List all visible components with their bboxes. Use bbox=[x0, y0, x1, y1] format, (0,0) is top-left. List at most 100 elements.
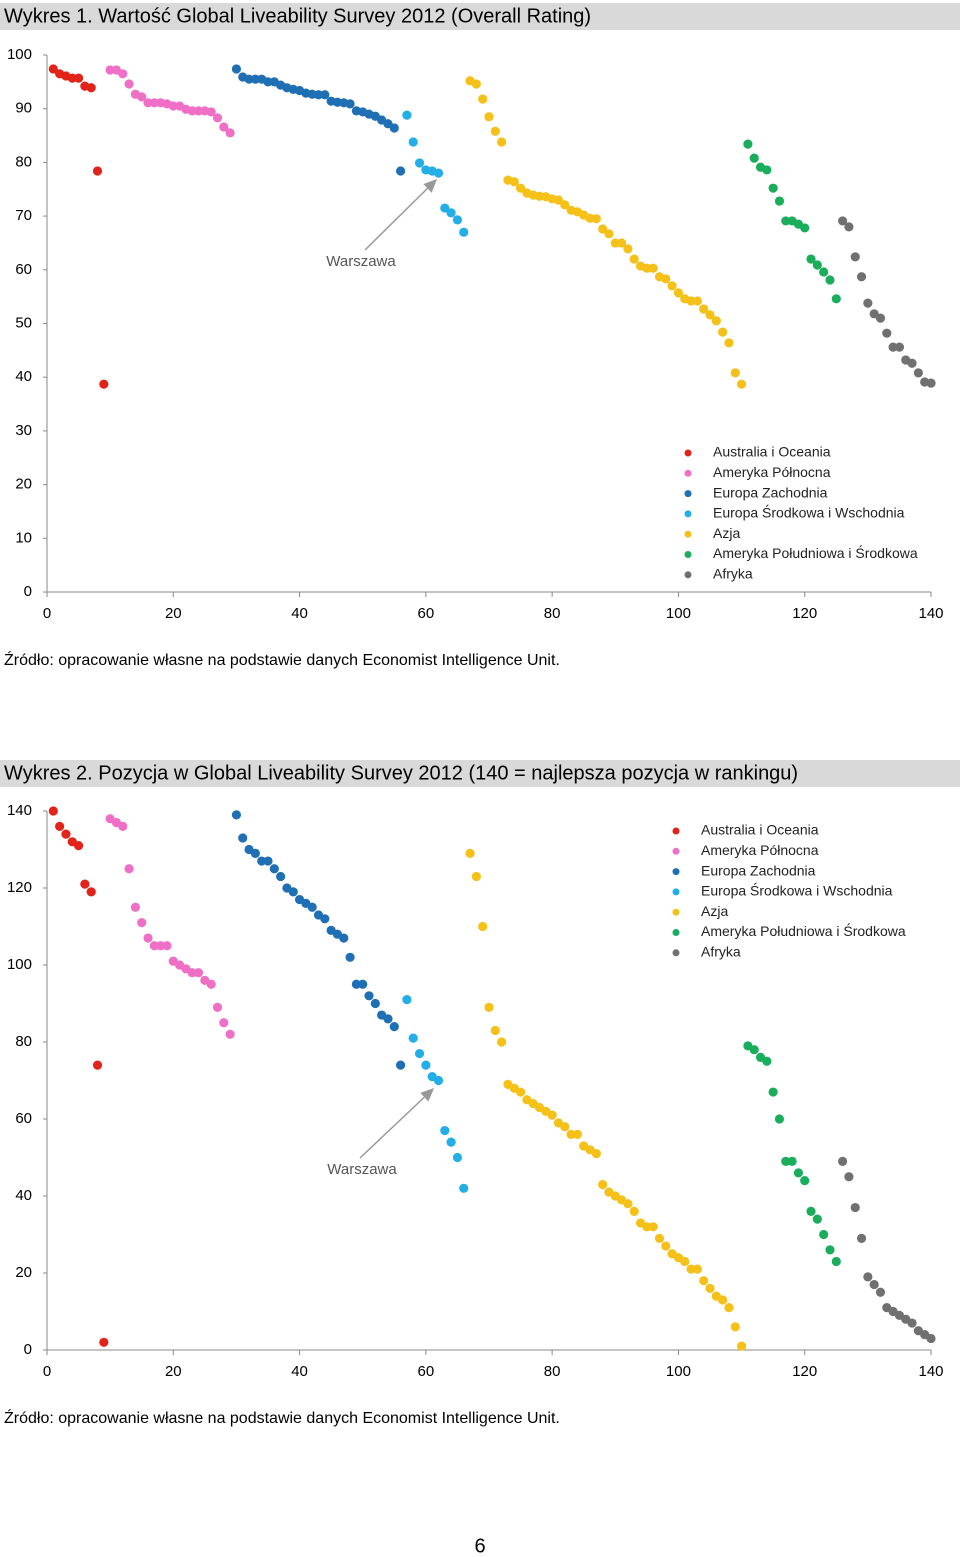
y-tick-label: 100 bbox=[7, 46, 32, 63]
data-point bbox=[591, 214, 601, 224]
y-tick-label: 80 bbox=[15, 1033, 32, 1050]
data-point bbox=[598, 1179, 608, 1190]
y-tick-label: 70 bbox=[15, 207, 32, 224]
data-point bbox=[124, 79, 134, 89]
data-point bbox=[774, 196, 785, 206]
data-point bbox=[623, 1199, 633, 1209]
data-point bbox=[446, 208, 456, 218]
data-point bbox=[86, 83, 96, 93]
y-tick-label: 20 bbox=[15, 1264, 32, 1281]
data-point bbox=[471, 79, 481, 89]
data-point bbox=[692, 296, 702, 306]
data-point bbox=[61, 829, 71, 839]
data-point bbox=[642, 1222, 652, 1232]
data-point bbox=[118, 821, 128, 832]
data-point bbox=[276, 871, 286, 882]
data-point bbox=[781, 1156, 791, 1166]
data-point bbox=[825, 275, 835, 285]
y-tick-label: 10 bbox=[15, 529, 32, 546]
data-point bbox=[402, 995, 412, 1005]
data-point bbox=[193, 106, 204, 116]
y-tick-label: 60 bbox=[15, 261, 32, 278]
data-point bbox=[831, 1256, 841, 1267]
y-tick-label: 40 bbox=[15, 1187, 32, 1204]
x-tick-label: 60 bbox=[418, 605, 435, 622]
data-point bbox=[231, 64, 242, 74]
data-point bbox=[364, 991, 374, 1001]
y-tick-label: 0 bbox=[24, 1341, 32, 1358]
legend-label: Australia i Oceania bbox=[713, 444, 831, 460]
data-point bbox=[926, 378, 936, 388]
x-tick-label: 80 bbox=[544, 605, 561, 622]
data-point bbox=[844, 222, 854, 232]
data-point bbox=[402, 110, 412, 120]
y-tick-label: 100 bbox=[7, 956, 32, 973]
data-point bbox=[856, 1233, 867, 1243]
data-point bbox=[850, 1202, 860, 1213]
data-point bbox=[471, 871, 481, 882]
legend-label: Afryka bbox=[713, 566, 753, 582]
data-point bbox=[118, 69, 128, 79]
data-point bbox=[92, 1060, 103, 1070]
data-point bbox=[143, 933, 153, 943]
data-point bbox=[149, 98, 159, 108]
data-point bbox=[819, 267, 829, 277]
data-point bbox=[787, 1156, 797, 1166]
data-point bbox=[553, 195, 564, 205]
page-number: 6 bbox=[474, 1535, 485, 1557]
data-point bbox=[724, 1303, 734, 1313]
data-point bbox=[484, 1002, 494, 1012]
legend-marker bbox=[672, 888, 680, 896]
data-point bbox=[396, 166, 406, 176]
y-tick-label: 40 bbox=[15, 368, 32, 385]
legend-marker bbox=[684, 510, 692, 518]
data-point bbox=[850, 252, 860, 262]
data-point bbox=[55, 821, 65, 832]
data-point bbox=[907, 358, 917, 368]
data-point bbox=[257, 856, 267, 866]
data-point bbox=[143, 98, 153, 108]
data-point bbox=[566, 1129, 576, 1139]
data-point bbox=[212, 1002, 223, 1012]
data-point bbox=[421, 1060, 431, 1070]
data-point bbox=[572, 1129, 583, 1139]
y-tick-label: 140 bbox=[7, 802, 32, 819]
data-point bbox=[806, 1206, 816, 1216]
y-tick-label: 60 bbox=[15, 1110, 32, 1127]
x-tick-label: 20 bbox=[165, 605, 182, 622]
data-point bbox=[149, 941, 159, 951]
data-point bbox=[875, 1287, 886, 1297]
data-point bbox=[547, 1110, 557, 1120]
legend-label: Ameryka Północna bbox=[701, 842, 819, 858]
data-point bbox=[452, 215, 463, 225]
data-point bbox=[642, 263, 652, 273]
data-point bbox=[219, 1018, 229, 1028]
data-point bbox=[705, 1283, 715, 1293]
data-point bbox=[48, 806, 58, 816]
legend-label: Afryka bbox=[701, 944, 741, 960]
data-point bbox=[686, 296, 696, 306]
legend-marker bbox=[672, 847, 680, 855]
data-point bbox=[838, 216, 848, 226]
data-point bbox=[806, 254, 816, 264]
data-point bbox=[812, 1214, 822, 1224]
data-point bbox=[288, 887, 298, 897]
data-point bbox=[67, 73, 77, 83]
data-point bbox=[654, 1233, 665, 1243]
data-point bbox=[515, 1087, 526, 1097]
data-point bbox=[844, 1172, 854, 1182]
data-point bbox=[452, 1152, 463, 1163]
data-point bbox=[358, 979, 368, 989]
data-point bbox=[888, 342, 898, 352]
title-band bbox=[0, 3, 960, 30]
data-point bbox=[736, 379, 747, 389]
data-point bbox=[105, 65, 115, 75]
data-point bbox=[718, 1295, 728, 1305]
data-point bbox=[774, 1114, 785, 1124]
x-tick-label: 80 bbox=[544, 1363, 561, 1380]
data-point bbox=[673, 288, 684, 298]
data-point bbox=[560, 1122, 570, 1132]
data-point bbox=[244, 74, 254, 84]
data-point bbox=[269, 864, 279, 874]
annotation: Warszawa bbox=[327, 1161, 397, 1178]
